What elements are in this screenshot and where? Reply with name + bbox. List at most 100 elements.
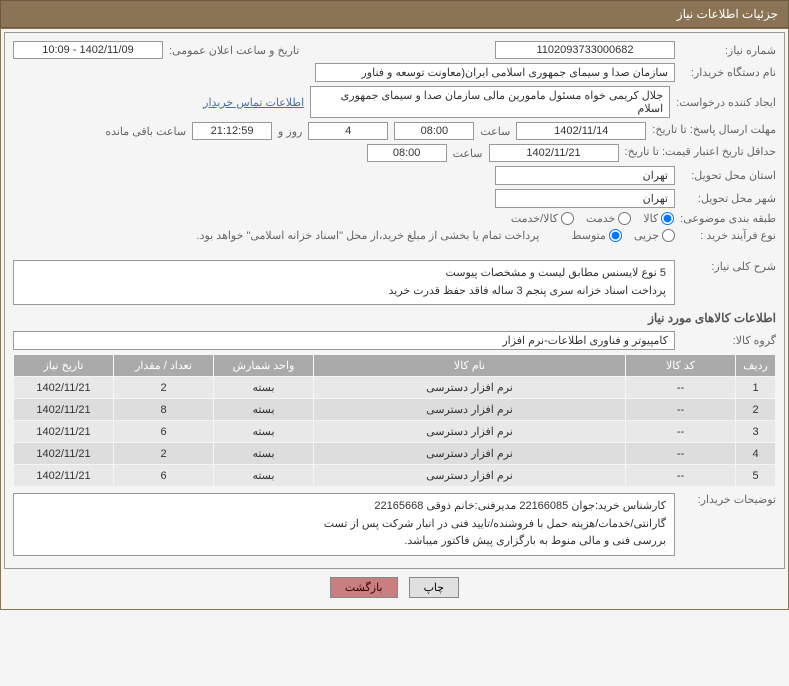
table-cell: بسته — [214, 465, 314, 487]
table-row: 2--نرم افزار دسترسیبسته81402/11/21 — [14, 399, 776, 421]
need-no-label: شماره نیاز: — [681, 44, 776, 57]
th-qty: تعداد / مقدار — [114, 355, 214, 377]
table-cell: -- — [626, 377, 736, 399]
requester-label: ایجاد کننده درخواست: — [676, 96, 776, 109]
table-row: 5--نرم افزار دسترسیبسته61402/11/21 — [14, 465, 776, 487]
table-cell: 1402/11/21 — [14, 377, 114, 399]
table-cell: بسته — [214, 443, 314, 465]
radio-goods-input[interactable] — [661, 212, 674, 225]
table-row: 3--نرم افزار دسترسیبسته61402/11/21 — [14, 421, 776, 443]
table-cell: 1402/11/21 — [14, 421, 114, 443]
table-cell: 3 — [736, 421, 776, 443]
overall-desc-line1: 5 نوع لایسنس مطابق لیست و مشخصات پیوست — [22, 265, 666, 283]
table-cell: 2 — [114, 443, 214, 465]
city-label: شهر محل تحویل: — [681, 192, 776, 205]
hour-label-2: ساعت — [453, 147, 483, 160]
table-cell: 1402/11/21 — [14, 443, 114, 465]
buyer-notes-label: توضیحات خریدار: — [681, 493, 776, 506]
validity-time: 08:00 — [367, 144, 447, 162]
table-cell: 1402/11/21 — [14, 465, 114, 487]
subject-cat-label: طبقه بندی موضوعی: — [680, 212, 776, 225]
table-row: 1--نرم افزار دسترسیبسته21402/11/21 — [14, 377, 776, 399]
table-cell: -- — [626, 443, 736, 465]
table-cell: 8 — [114, 399, 214, 421]
remain-label: ساعت باقی مانده — [105, 125, 186, 138]
radio-medium[interactable]: متوسط — [571, 229, 622, 242]
table-cell: 1402/11/21 — [14, 399, 114, 421]
validity-label: حداقل تاریخ اعتبار قیمت: تا تاریخ: — [625, 146, 776, 159]
radio-service[interactable]: خدمت — [586, 212, 631, 225]
form-panel: شماره نیاز: 1102093733000682 تاریخ و ساع… — [4, 32, 785, 569]
table-cell: بسته — [214, 421, 314, 443]
announce-label: تاریخ و ساعت اعلان عمومی: — [169, 44, 299, 57]
th-row: ردیف — [736, 355, 776, 377]
deadline-send-label: مهلت ارسال پاسخ: تا تاریخ: — [652, 124, 776, 137]
buyer-notes-line1: کارشناس خرید:جوان 22166085 مدیرفنی:خانم … — [22, 498, 666, 516]
radio-goods-service[interactable]: کالا/خدمت — [511, 212, 574, 225]
goods-info-title: اطلاعات کالاهای مورد نیاز — [13, 311, 776, 325]
table-cell: نرم افزار دسترسی — [314, 421, 626, 443]
table-cell: نرم افزار دسترسی — [314, 399, 626, 421]
table-cell: -- — [626, 465, 736, 487]
page-header: جزئیات اطلاعات نیاز — [0, 0, 789, 28]
radio-partial[interactable]: جزیی — [634, 229, 675, 242]
city-field: تهران — [495, 189, 675, 208]
radio-service-input[interactable] — [618, 212, 631, 225]
radio-partial-input[interactable] — [662, 229, 675, 242]
table-cell: نرم افزار دسترسی — [314, 377, 626, 399]
buyer-notes-box: کارشناس خرید:جوان 22166085 مدیرفنی:خانم … — [13, 493, 675, 556]
proc-radio-group: جزیی متوسط — [571, 229, 675, 242]
days-and-label: روز و — [278, 125, 302, 138]
goods-table: ردیف کد کالا نام کالا واحد شمارش تعداد /… — [13, 354, 776, 487]
print-button[interactable]: چاپ — [409, 577, 460, 598]
outer-frame: شماره نیاز: 1102093733000682 تاریخ و ساع… — [0, 28, 789, 610]
buyer-notes-line3: بررسی فنی و مالی منوط به بارگزاری پیش فا… — [22, 533, 666, 551]
table-cell: نرم افزار دسترسی — [314, 465, 626, 487]
buyer-org-field: سازمان صدا و سیمای جمهوری اسلامی ایران(م… — [315, 63, 675, 82]
th-name: نام کالا — [314, 355, 626, 377]
table-cell: 2 — [736, 399, 776, 421]
overall-label: شرح کلی نیاز: — [681, 260, 776, 273]
goods-group-field: کامپیوتر و فناوری اطلاعات-نرم افزار — [13, 331, 675, 350]
table-cell: 1 — [736, 377, 776, 399]
table-cell: 2 — [114, 377, 214, 399]
table-cell: -- — [626, 421, 736, 443]
th-code: کد کالا — [626, 355, 736, 377]
page-title: جزئیات اطلاعات نیاز — [677, 7, 778, 21]
goods-group-label: گروه کالا: — [681, 334, 776, 347]
subject-radio-group: کالا خدمت کالا/خدمت — [511, 212, 674, 225]
deadline-send-time: 08:00 — [394, 122, 474, 140]
province-label: استان محل تحویل: — [681, 169, 776, 182]
button-row: چاپ بازگشت — [4, 569, 785, 606]
overall-desc-box: 5 نوع لایسنس مطابق لیست و مشخصات پیوست پ… — [13, 260, 675, 305]
th-unit: واحد شمارش — [214, 355, 314, 377]
validity-date: 1402/11/21 — [489, 144, 619, 162]
radio-goods-service-input[interactable] — [561, 212, 574, 225]
table-cell: 5 — [736, 465, 776, 487]
buyer-org-label: نام دستگاه خریدار: — [681, 66, 776, 79]
treasury-note: پرداخت تمام یا بخشی از مبلغ خرید،از محل … — [197, 229, 540, 242]
table-cell: 4 — [736, 443, 776, 465]
buyer-notes-line2: گارانتی/خدمات/هزینه حمل با فروشنده/تایید… — [22, 516, 666, 534]
th-date: تاریخ نیاز — [14, 355, 114, 377]
hour-label-1: ساعت — [480, 125, 510, 138]
table-cell: -- — [626, 399, 736, 421]
table-cell: نرم افزار دسترسی — [314, 443, 626, 465]
back-button[interactable]: بازگشت — [330, 577, 398, 598]
table-cell: 6 — [114, 465, 214, 487]
deadline-send-date: 1402/11/14 — [516, 122, 646, 140]
table-cell: بسته — [214, 399, 314, 421]
announce-field: 1402/11/09 - 10:09 — [13, 41, 163, 59]
overall-desc-line2: پرداخت اسناد خزانه سری پنجم 3 ساله فاقد … — [22, 283, 666, 301]
need-no-field: 1102093733000682 — [495, 41, 675, 59]
table-row: 4--نرم افزار دسترسیبسته21402/11/21 — [14, 443, 776, 465]
radio-goods[interactable]: کالا — [643, 212, 674, 225]
time-remaining: 21:12:59 — [192, 122, 272, 140]
radio-medium-input[interactable] — [609, 229, 622, 242]
proc-type-label: نوع فرآیند خرید : — [681, 229, 776, 242]
province-field: تهران — [495, 166, 675, 185]
requester-field: جلال کریمی خواه مسئول مامورین مالی سازما… — [310, 86, 670, 118]
table-cell: 6 — [114, 421, 214, 443]
contact-link[interactable]: اطلاعات تماس خریدار — [203, 96, 304, 109]
table-cell: بسته — [214, 377, 314, 399]
